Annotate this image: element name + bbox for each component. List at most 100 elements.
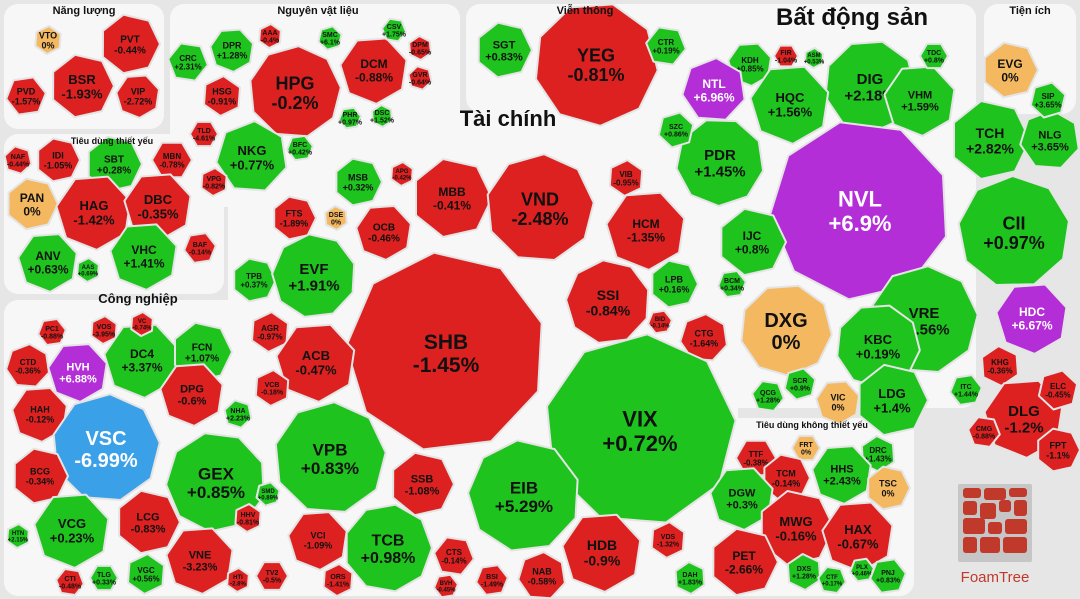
stock-cell-bcg[interactable]: BCG-0.34% xyxy=(13,447,69,505)
stock-cell-smd[interactable]: SMD+0.89% xyxy=(255,481,281,507)
stock-cell-phr[interactable]: PHR+0.97% xyxy=(338,106,363,130)
stock-cell-hcm[interactable]: HCM-1.35% xyxy=(605,191,686,271)
stock-cell-hag[interactable]: HAG-1.42% xyxy=(55,175,132,251)
stock-cell-idi[interactable]: IDI-1.05% xyxy=(37,137,81,183)
stock-cell-tld[interactable]: TLD-4.61% xyxy=(189,120,219,148)
stock-cell-tv2[interactable]: TV2-0.5% xyxy=(255,561,289,591)
stock-cell-apg[interactable]: APG-0.42% xyxy=(390,161,414,187)
stock-cell-ijc[interactable]: IJC+0.8% xyxy=(720,207,787,277)
stock-cell-tcb[interactable]: TCB+0.98% xyxy=(345,503,433,593)
stock-cell-shb[interactable]: SHB-1.45% xyxy=(345,251,543,451)
stock-cell-pc1[interactable]: PC1-0.88% xyxy=(37,318,67,346)
stock-cell-dpr[interactable]: DPR+1.28% xyxy=(209,28,254,73)
stock-cell-itc[interactable]: ITC+1.44% xyxy=(949,374,983,406)
stock-cell-fir[interactable]: FIR-1.04% xyxy=(773,44,799,68)
stock-cell-crc[interactable]: CRC+2.31% xyxy=(167,42,209,82)
stock-cell-vip[interactable]: VIP-2.72% xyxy=(115,74,160,119)
stock-cell-pet[interactable]: PET-2.66% xyxy=(712,527,779,597)
stock-cell-bfc[interactable]: BFC+0.42% xyxy=(286,134,314,162)
stock-cell-agr[interactable]: AGR-0.97% xyxy=(251,311,289,353)
stock-cell-nab[interactable]: NAB-0.58% xyxy=(517,551,566,599)
stock-cell-pnj[interactable]: PNJ+0.83% xyxy=(869,558,907,594)
stock-cell-csv[interactable]: CSV+1.75% xyxy=(381,17,407,43)
stock-cell-pvt[interactable]: PVT-0.44% xyxy=(101,13,161,75)
stock-cell-pvd[interactable]: PVD-1.57% xyxy=(5,76,47,116)
stock-cell-msb[interactable]: MSB+0.32% xyxy=(335,157,383,207)
stock-cell-szc[interactable]: SZC+0.86% xyxy=(657,111,695,149)
stock-cell-cti[interactable]: CTI-0.48% xyxy=(55,568,85,596)
stock-cell-ntl[interactable]: NTL+6.96% xyxy=(681,57,746,121)
stock-cell-bsi[interactable]: BSI-1.49% xyxy=(475,564,509,596)
stock-cell-lcg[interactable]: LCG-0.83% xyxy=(118,489,181,555)
stock-cell-vhm[interactable]: VHM+1.59% xyxy=(883,65,956,137)
stock-cell-dpg[interactable]: DPG-0.6% xyxy=(159,363,224,427)
stock-cell-dpm[interactable]: DPM-0.65% xyxy=(408,35,432,61)
stock-cell-vpb[interactable]: VPB+0.83% xyxy=(274,401,387,513)
stock-cell-acb[interactable]: ACB-0.47% xyxy=(275,323,356,403)
stock-cell-dgw[interactable]: DGW+0.3% xyxy=(709,467,774,531)
stock-cell-vpg[interactable]: VPG-0.82% xyxy=(200,167,228,197)
stock-cell-nha[interactable]: NHA+2.23% xyxy=(223,399,253,429)
stock-cell-plx[interactable]: PLX+0.46% xyxy=(849,557,875,583)
stock-cell-elc[interactable]: ELC-0.45% xyxy=(1037,369,1079,411)
stock-cell-tch[interactable]: TCH+2.82% xyxy=(953,100,1031,180)
stock-cell-pdr[interactable]: PDR+1.45% xyxy=(675,119,765,207)
stock-cell-baf[interactable]: BAF-0.14% xyxy=(183,232,217,264)
stock-cell-bid[interactable]: BID-0.14% xyxy=(647,309,673,335)
stock-cell-dcm[interactable]: DCM-0.88% xyxy=(339,37,408,105)
stock-cell-dah[interactable]: DAH+1.83% xyxy=(674,561,706,595)
stock-cell-naf[interactable]: NAF-0.44% xyxy=(3,145,33,175)
stock-cell-hsg[interactable]: HSG-0.91% xyxy=(203,75,241,117)
stock-cell-eib[interactable]: EIB+5.29% xyxy=(467,439,579,552)
stock-cell-ctr[interactable]: CTR+0.19% xyxy=(645,26,687,66)
stock-cell-aaa[interactable]: AAA-0.4% xyxy=(258,23,282,49)
stock-cell-ssb[interactable]: SSB-1.08% xyxy=(392,451,455,517)
stock-cell-gvr[interactable]: GVR-0.64% xyxy=(407,65,433,91)
stock-cell-fpt[interactable]: FPT-1.1% xyxy=(1037,427,1080,473)
stock-cell-hvh[interactable]: HVH+6.88% xyxy=(47,343,108,403)
stock-cell-bvh[interactable]: BVH-0.45% xyxy=(433,573,459,599)
stock-cell-kbc[interactable]: KBC+0.19% xyxy=(836,304,921,389)
stock-cell-mbn[interactable]: MBN-0.78% xyxy=(151,141,193,179)
stock-cell-dbc[interactable]: DBC-0.35% xyxy=(123,173,192,241)
stock-cell-cts[interactable]: CTS-0.14% xyxy=(433,536,475,576)
stock-cell-vci[interactable]: VCI-1.09% xyxy=(287,511,348,571)
stock-cell-vos[interactable]: VOS-3.95% xyxy=(90,315,118,345)
stock-cell-sgt[interactable]: SGT+0.83% xyxy=(477,21,533,79)
stock-cell-htn[interactable]: HTN+2.15% xyxy=(6,523,30,549)
stock-cell-tpb[interactable]: TPB+0.37% xyxy=(233,257,277,303)
stock-cell-hqc[interactable]: HQC+1.56% xyxy=(749,65,830,145)
stock-cell-scr[interactable]: SCR+0.9% xyxy=(783,367,817,401)
stock-cell-hhv[interactable]: HHV-0.81% xyxy=(234,503,262,533)
stock-cell-smc[interactable]: SMC+6.1% xyxy=(317,25,343,51)
stock-cell-aas[interactable]: AAS+0.69% xyxy=(76,257,100,283)
stock-cell-hti[interactable]: HTI-2.8% xyxy=(226,567,250,593)
stock-cell-khg[interactable]: KHG-0.36% xyxy=(981,345,1019,387)
stock-cell-hdc[interactable]: HDC+6.67% xyxy=(995,283,1068,355)
stock-cell-gex[interactable]: GEX+0.85% xyxy=(165,432,265,533)
stock-cell-bcm[interactable]: BCM+0.34% xyxy=(717,270,747,298)
stock-cell-tdc[interactable]: TDC+0.8% xyxy=(919,42,949,70)
stock-cell-vgc[interactable]: VGC+0.56% xyxy=(127,553,165,595)
stock-cell-sip[interactable]: SIP+3.65% xyxy=(1029,81,1067,119)
stock-cell-hpg[interactable]: HPG-0.2% xyxy=(249,45,342,138)
stock-cell-bsr[interactable]: BSR-1.93% xyxy=(52,53,115,119)
stock-cell-ctf[interactable]: CTF+0.17% xyxy=(817,566,847,594)
stock-cell-vix[interactable]: VIX+0.72% xyxy=(546,333,737,524)
stock-cell-ldg[interactable]: LDG+1.4% xyxy=(858,363,929,437)
stock-cell-nlg[interactable]: NLG+3.65% xyxy=(1019,109,1080,169)
stock-cell-mbb[interactable]: MBB-0.41% xyxy=(415,158,493,238)
stock-cell-asm[interactable]: ASM+0.53% xyxy=(804,47,825,69)
stock-cell-nvl[interactable]: NVL+6.9% xyxy=(769,121,947,301)
stock-cell-lpb[interactable]: LPB+0.16% xyxy=(651,259,699,309)
stock-cell-fts[interactable]: FTS-1.89% xyxy=(273,195,317,241)
stock-cell-hhs[interactable]: HHS+2.43% xyxy=(811,445,872,505)
stock-cell-yeg[interactable]: YEG-0.81% xyxy=(534,3,659,127)
stock-cell-cii[interactable]: CII+0.97% xyxy=(957,175,1070,286)
stock-cell-dsc[interactable]: DSC+1.52% xyxy=(370,104,395,128)
